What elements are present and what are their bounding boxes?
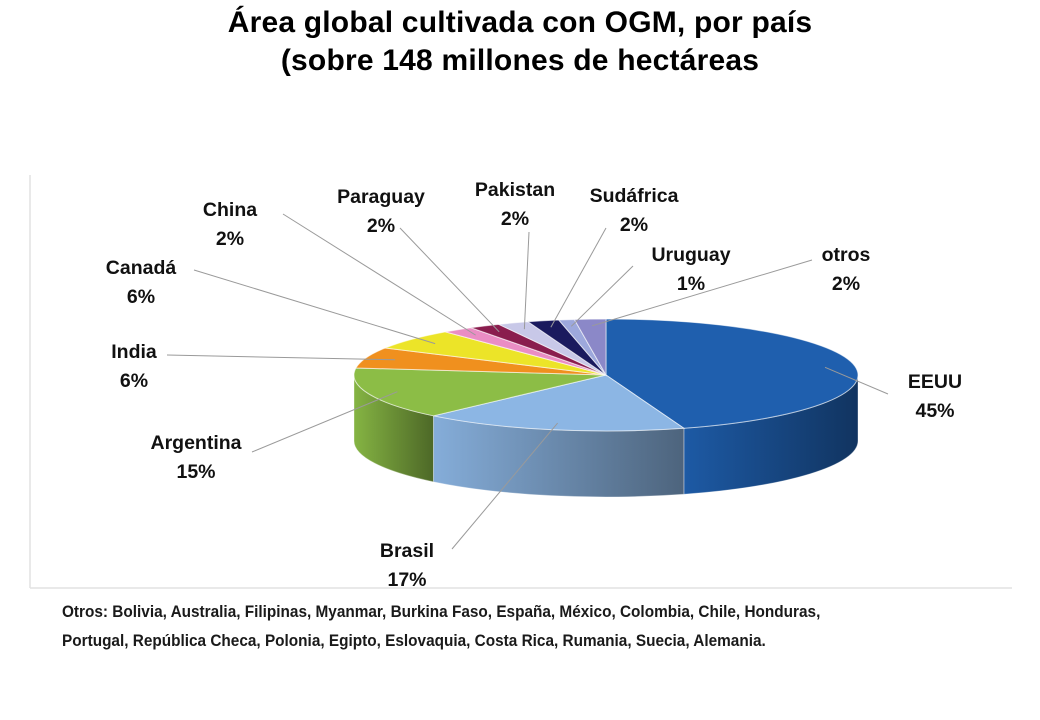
leader-otros — [591, 259, 813, 327]
chart-subtitle: (sobre 148 millones de hectáreas — [280, 44, 760, 77]
slice-label-otros: otros — [822, 244, 871, 266]
slice-label-uruguay: Uruguay — [651, 244, 730, 266]
slice-value-uruguay: 1% — [677, 273, 705, 295]
slice-value-sudafrica: 2% — [620, 214, 648, 236]
slice-value-china: 2% — [216, 228, 244, 250]
slice-label-canada: Canadá — [106, 257, 177, 279]
leader-paraguay — [399, 227, 500, 333]
leader-lines — [166, 213, 889, 550]
slice-label-sudafrica: Sudáfrica — [590, 185, 679, 207]
slice-value-otros: 2% — [832, 273, 860, 295]
pie-slices — [353, 318, 859, 498]
slice-value-eeuu: 45% — [915, 400, 954, 422]
leader-eeuu — [824, 366, 889, 395]
footnote-line-2: Portugal, República Checa, Polonia, Egip… — [62, 632, 766, 650]
leader-india — [166, 354, 396, 361]
chart-title: Área global cultivada con OGM, por país — [227, 6, 813, 39]
slice-label-argentina: Argentina — [150, 432, 241, 454]
footnote-line-1: Otros: Bolivia, Australia, Filipinas, My… — [62, 603, 821, 621]
slice-label-paraguay: Paraguay — [337, 186, 425, 208]
leader-china — [282, 213, 476, 336]
leader-canada — [193, 269, 436, 345]
slice-argentina — [353, 367, 607, 417]
leader-pakistan — [523, 231, 530, 330]
slice-value-paraguay: 2% — [367, 215, 395, 237]
slice-labels: EEUU 45% Brasil 17% Argentina 15% India 6% Canad… — [106, 179, 962, 591]
slice-value-india: 6% — [120, 370, 148, 392]
slice-eeuu — [605, 318, 859, 429]
slice-label-brasil: Brasil — [380, 540, 434, 562]
leader-uruguay — [570, 265, 634, 327]
footnote: Otros: Bolivia, Australia, Filipinas, My… — [62, 598, 927, 656]
slice-label-pakistan: Pakistan — [475, 179, 555, 201]
slice-otros — [573, 318, 607, 377]
leader-brasil — [451, 422, 559, 550]
chart-title-block: Área global cultivada con OGM, por país … — [0, 4, 1040, 80]
leader-argentina — [251, 391, 398, 453]
slice-value-pakistan: 2% — [501, 208, 529, 230]
leader-sudafrica — [550, 227, 607, 328]
slice-value-brasil: 17% — [387, 569, 426, 591]
slice-label-china: China — [203, 199, 257, 221]
slice-value-canada: 6% — [127, 286, 155, 308]
slice-brasil — [433, 374, 686, 432]
slice-label-india: India — [111, 341, 157, 363]
slice-value-argentina: 15% — [176, 461, 215, 483]
slice-label-eeuu: EEUU — [908, 371, 962, 393]
